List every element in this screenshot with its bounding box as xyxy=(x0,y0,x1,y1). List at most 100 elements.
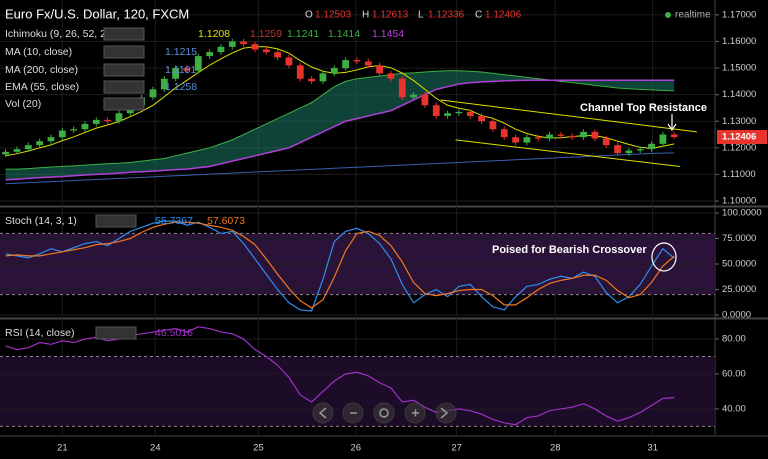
indicator-value: 46.5016 xyxy=(155,327,193,339)
reset-icon xyxy=(379,408,389,418)
indicator-value: 1.1258 xyxy=(165,81,197,93)
reset-button[interactable] xyxy=(373,402,395,424)
indicator-label: Vol (20) xyxy=(5,98,41,110)
candle-body xyxy=(512,137,519,143)
last-price-tag xyxy=(717,130,767,145)
candle-body xyxy=(92,119,100,124)
ohlc-key: O xyxy=(305,10,313,21)
realtime-status: realtime xyxy=(675,10,711,21)
x-tick-label: 27 xyxy=(451,443,462,454)
y-tick-label: 1.12000 xyxy=(722,142,756,153)
candle-body xyxy=(376,65,383,74)
candle-body xyxy=(398,78,406,98)
y-tick-label: 40.00 xyxy=(722,403,746,414)
candle-body xyxy=(58,130,66,138)
candle-body xyxy=(183,68,191,71)
candle-body xyxy=(670,134,678,138)
candle-body xyxy=(444,113,451,116)
candle-body xyxy=(364,61,372,66)
candle-body xyxy=(70,129,78,131)
ohlc-key: H xyxy=(362,10,369,21)
candle-body xyxy=(319,73,327,82)
candle-body xyxy=(149,89,157,98)
ohlc-key: L xyxy=(418,10,424,21)
control-icons xyxy=(318,407,449,419)
x-tick-label: 26 xyxy=(351,443,362,454)
ichimoku-cloud xyxy=(5,70,675,180)
y-tick-label: 75.0000 xyxy=(722,233,756,244)
zoom-controls xyxy=(312,402,457,424)
y-tick-label: 1.10000 xyxy=(722,196,756,207)
indicator-label: MA (200, close) xyxy=(5,64,78,76)
cloud-span-b xyxy=(5,79,675,181)
indicator-value: 1.1259 xyxy=(250,28,282,40)
candle-body xyxy=(160,78,168,90)
candle-body xyxy=(500,129,508,138)
candle-body xyxy=(217,46,225,53)
y-tick-label: 50.0000 xyxy=(722,259,756,270)
indicator-value: 57.6073 xyxy=(207,215,245,227)
indicator-label: EMA (55, close) xyxy=(5,81,79,93)
chart-title: Euro Fx/U.S. Dollar, 120, FXCM xyxy=(5,6,189,21)
candle-body xyxy=(240,41,248,45)
y-tick-label: 25.0000 xyxy=(722,284,756,295)
candle-body xyxy=(353,60,361,62)
candle-body xyxy=(659,134,667,144)
indicator-settings-icons xyxy=(103,63,145,77)
y-tick-label: 1.15000 xyxy=(722,63,756,74)
candle-body xyxy=(591,131,599,139)
indicator-settings-icons xyxy=(95,326,137,340)
candle-body xyxy=(625,150,633,154)
candle-body xyxy=(206,52,214,57)
indicator-value: 1.1215 xyxy=(165,46,197,58)
indicator-value: 1.1208 xyxy=(198,28,230,40)
indicator-value: 55.7367 xyxy=(155,215,193,227)
ohlc-value: 1.12336 xyxy=(428,10,465,21)
indicator-label: Ichimoku (9, 26, 52, 26) xyxy=(5,28,115,40)
indicator-label: MA (10, close) xyxy=(5,46,72,58)
indicator-value: 1.1241 xyxy=(287,28,319,40)
candle-body xyxy=(296,65,304,79)
annotation: Channel Top Resistance xyxy=(580,102,707,114)
candle-body xyxy=(285,57,293,66)
candle-body xyxy=(262,49,270,53)
annotation-arrow xyxy=(667,114,677,132)
candle-body xyxy=(194,56,202,71)
indicator-value: 1.1181 xyxy=(165,64,196,76)
x-tick-label: 25 xyxy=(253,443,264,454)
candle-body xyxy=(534,137,542,139)
annotation-circle xyxy=(651,242,677,272)
labels: Euro Fx/U.S. Dollar, 120, FXCM realtime … xyxy=(5,6,767,454)
y-tick-label: 1.11000 xyxy=(722,169,756,180)
indicator-label: Stoch (14, 3, 1) xyxy=(5,215,77,227)
y-tick-label: 100.0000 xyxy=(722,208,762,219)
candle-body xyxy=(47,137,55,142)
candle-body xyxy=(330,68,338,74)
scroll-left-button[interactable] xyxy=(312,402,334,424)
x-tick-label: 28 xyxy=(550,443,561,454)
y-tick-label: 80.00 xyxy=(722,334,746,345)
candle-body xyxy=(410,94,417,98)
channel-line xyxy=(440,99,697,133)
moving-average-line xyxy=(5,152,675,185)
candle-body xyxy=(546,134,553,139)
moving-average-line xyxy=(5,46,675,157)
candle-body xyxy=(342,60,350,69)
candle-body xyxy=(228,41,236,47)
ohlc-value: 1.12613 xyxy=(372,10,409,21)
indicator-settings-icons xyxy=(95,214,137,228)
candle-body xyxy=(421,94,429,106)
candle-body xyxy=(2,151,10,155)
indicator-label: RSI (14, close) xyxy=(5,327,74,339)
x-tick-label: 31 xyxy=(647,443,658,454)
y-tick-label: 1.13000 xyxy=(722,116,756,127)
y-tick-label: 1.16000 xyxy=(722,36,756,47)
x-tick-label: 21 xyxy=(57,443,68,454)
x-tick-label: 24 xyxy=(150,443,161,454)
candle-body xyxy=(478,115,485,122)
candle-body xyxy=(636,149,644,151)
indicator-value: 1.1454 xyxy=(372,28,404,40)
candle-body xyxy=(115,113,123,122)
ohlc-value: 1.12406 xyxy=(485,10,522,21)
